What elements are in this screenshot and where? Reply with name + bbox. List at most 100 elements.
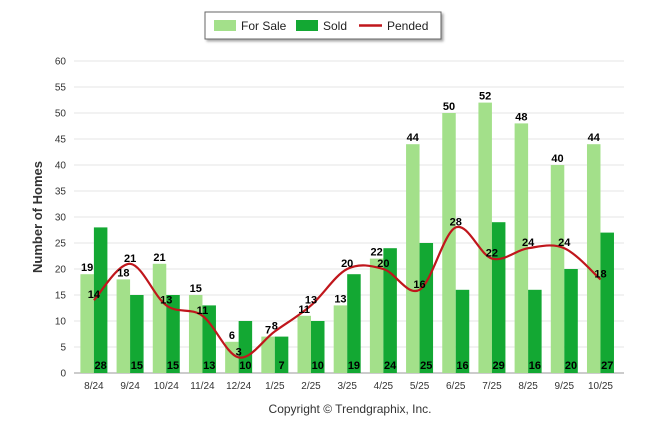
y-tick-label: 45: [55, 135, 67, 146]
x-tick-label-3/25: 3/25: [337, 381, 357, 392]
bar-sold-9/24: [130, 295, 144, 373]
bar-sold-10/24: [166, 295, 180, 373]
x-tick-label-10/25: 10/25: [588, 381, 613, 392]
bar-for-sale-1/25: [261, 336, 275, 373]
legend-swatch-sold: [296, 20, 318, 31]
x-tick-label-11/24: 11/24: [190, 381, 215, 392]
legend-swatch-for-sale: [214, 20, 236, 31]
label-pended-1/25: 8: [272, 320, 278, 332]
bar-sold-4/25: [383, 248, 397, 373]
y-tick-label: 60: [55, 57, 67, 68]
label-for-sale-2/25: 11: [298, 304, 310, 316]
label-pended-2/25: 13: [305, 294, 317, 306]
label-pended-7/25: 22: [486, 248, 498, 260]
label-sold-3/25: 19: [348, 360, 360, 372]
label-for-sale-4/25: 22: [371, 247, 383, 259]
label-pended-10/24: 13: [160, 294, 172, 306]
legend-label-sold: Sold: [323, 19, 347, 33]
label-for-sale-11/24: 15: [190, 283, 202, 295]
label-sold-8/24: 28: [95, 360, 107, 372]
bar-sold-2/25: [311, 321, 325, 373]
bar-sold-11/24: [202, 305, 216, 373]
label-for-sale-12/24: 6: [229, 330, 235, 342]
label-pended-12/24: 3: [236, 346, 242, 358]
y-tick-label: 5: [60, 343, 66, 354]
y-tick-label: 35: [55, 187, 67, 198]
label-for-sale-9/25: 40: [551, 153, 563, 165]
x-tick-label-12/24: 12/24: [226, 381, 251, 392]
bar-sold-12/24: [238, 321, 253, 373]
bar-for-sale-9/25: [550, 165, 565, 373]
y-tick-label: 10: [55, 317, 67, 328]
label-for-sale-8/24: 19: [81, 262, 93, 274]
bar-for-sale-5/25: [406, 144, 420, 373]
label-sold-2/25: 10: [312, 360, 324, 372]
legend: For Sale Sold Pended: [204, 11, 442, 40]
label-pended-10/25: 18: [594, 268, 606, 280]
bars: [80, 102, 614, 374]
y-tick-label: 55: [55, 83, 67, 94]
bar-for-sale-3/25: [333, 305, 348, 373]
x-tick-label-1/25: 1/25: [265, 381, 285, 392]
y-tick-label: 15: [55, 291, 67, 302]
label-sold-10/24: 15: [167, 360, 179, 372]
bar-sold-1/25: [274, 336, 289, 373]
label-sold-4/25: 24: [384, 360, 397, 372]
label-for-sale-8/25: 48: [515, 111, 527, 123]
label-sold-10/25: 27: [601, 360, 613, 372]
label-sold-8/25: 16: [529, 360, 541, 372]
label-for-sale-10/25: 44: [588, 132, 601, 144]
label-sold-5/25: 25: [420, 360, 432, 372]
label-pended-9/24: 21: [124, 253, 136, 265]
bar-for-sale-8/25: [514, 123, 529, 374]
bar-for-sale-8/24: [80, 274, 94, 373]
x-tick-label-10/24: 10/24: [154, 381, 179, 392]
label-sold-11/24: 13: [203, 360, 215, 372]
y-axis-ticks: 0 5 10 15 20 25 30 35 40 45 50 55 60: [55, 57, 67, 380]
legend-label-for-sale: For Sale: [241, 19, 287, 33]
legend-label-pended: Pended: [387, 19, 428, 33]
x-tick-label-9/24: 9/24: [120, 381, 140, 392]
x-tick-label-6/25: 6/25: [446, 381, 466, 392]
legend-box: [204, 11, 442, 40]
label-for-sale-1/25: 7: [265, 325, 271, 337]
x-tick-label-7/25: 7/25: [482, 381, 502, 392]
label-pended-4/25: 20: [377, 258, 389, 270]
label-for-sale-3/25: 13: [334, 293, 346, 305]
label-sold-7/25: 29: [493, 360, 505, 372]
label-pended-8/24: 14: [88, 289, 101, 301]
pended-line: [93, 226, 602, 359]
bar-for-sale-2/25: [297, 315, 312, 373]
label-for-sale-9/24: 18: [117, 267, 129, 279]
x-tick-label-4/25: 4/25: [374, 381, 394, 392]
label-pended-8/25: 24: [522, 237, 535, 249]
label-for-sale-6/25: 50: [443, 101, 455, 113]
label-sold-1/25: 7: [279, 360, 285, 372]
x-axis-ticks: 8/24 9/24 10/24 11/24 12/24 1/25 2/25 3/25 4/25 5…: [84, 381, 613, 392]
x-tick-label-5/25: 5/25: [410, 381, 430, 392]
y-tick-label: 20: [55, 265, 67, 276]
x-tick-label-2/25: 2/25: [301, 381, 321, 392]
x-tick-label-9/25: 9/25: [555, 381, 575, 392]
y-axis-label: Number of Homes: [30, 161, 45, 273]
bar-for-sale-10/25: [586, 144, 601, 373]
bar-sold-8/24: [93, 227, 108, 373]
bar-for-sale-10/24: [152, 263, 167, 373]
label-for-sale-10/24: 21: [153, 252, 165, 264]
y-tick-label: 50: [55, 109, 67, 120]
pended-line-group: [93, 226, 602, 359]
y-tick-label: 40: [55, 161, 67, 172]
bar-for-sale-7/25: [478, 102, 492, 373]
bar-sold-8/25: [528, 289, 542, 373]
label-pended-9/25: 24: [558, 237, 571, 249]
label-sold-9/24: 15: [131, 360, 143, 372]
bar-sold-7/25: [491, 222, 506, 373]
bar-sold-3/25: [347, 274, 361, 373]
bar-for-sale-4/25: [369, 258, 384, 373]
bar-for-sale-9/24: [116, 279, 131, 373]
bar-for-sale-6/25: [442, 113, 456, 373]
label-for-sale-5/25: 44: [407, 132, 420, 144]
label-sold-9/25: 20: [565, 360, 577, 372]
